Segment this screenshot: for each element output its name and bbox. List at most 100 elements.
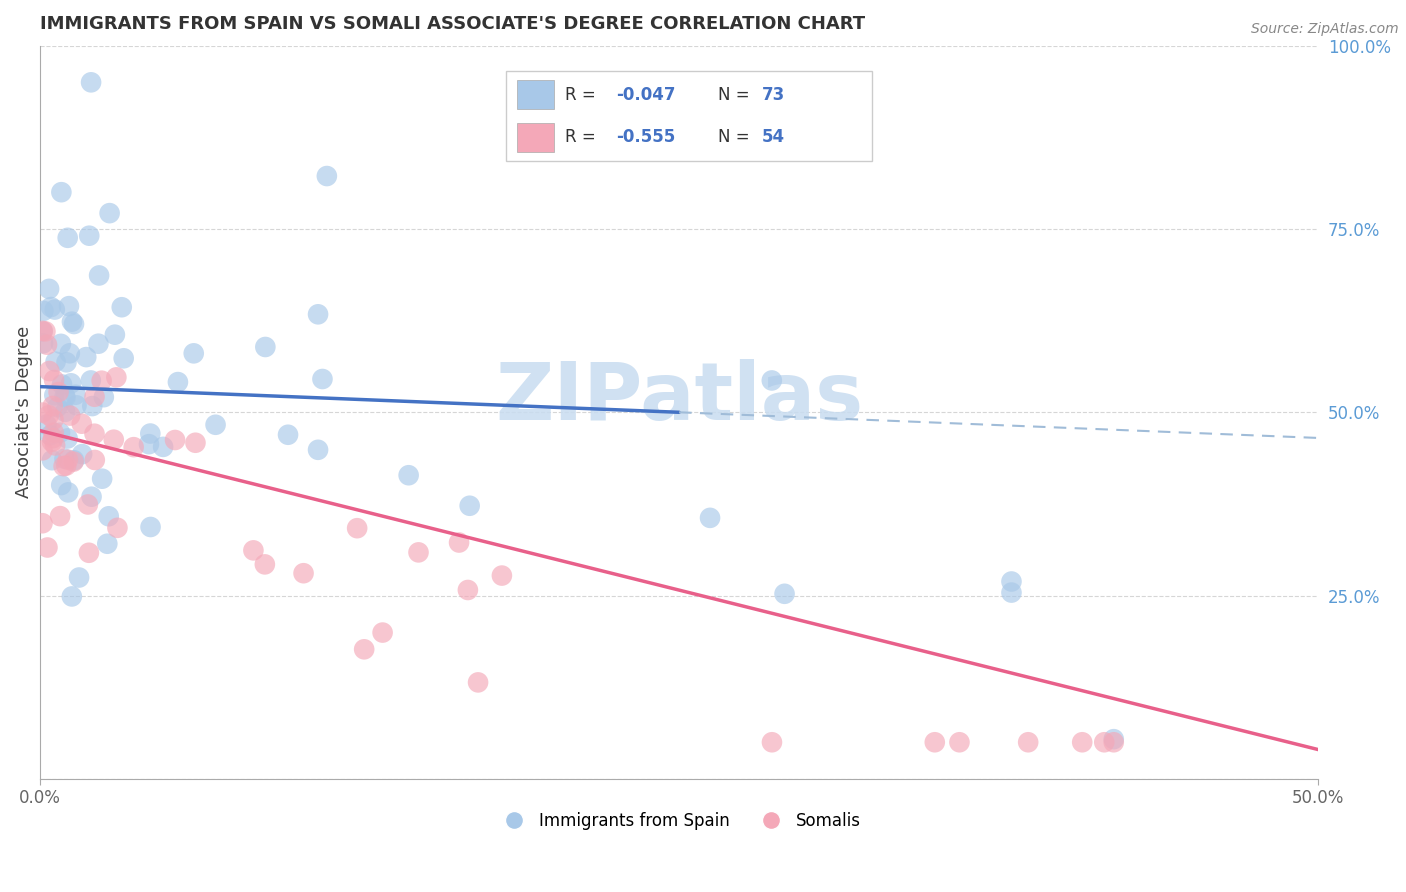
Point [44,302,66,317]
Text: N =: N = [718,86,755,103]
Point [46,401,69,415]
Point [491,568,513,582]
Point [52,459,75,474]
Point [83,426,105,441]
Point [112,351,135,366]
Point [82,399,104,413]
Point [254,340,277,354]
Point [31,406,53,420]
Point [1000,585,1022,599]
Point [924,735,946,749]
Point [60,590,83,604]
Point [80,490,103,504]
Point [1102,735,1125,749]
Point [31,516,53,531]
Bar [517,80,554,109]
Point [103,433,125,447]
Legend: Immigrants from Spain, Somalis: Immigrants from Spain, Somalis [491,805,868,837]
Point [53,389,76,403]
Point [371,625,394,640]
Point [42,373,65,387]
Point [67,570,90,584]
Point [122,440,145,454]
Point [58,485,80,500]
Bar [517,123,554,152]
Point [253,558,276,572]
Point [56,231,79,245]
Point [70,417,93,431]
Point [105,370,128,384]
Point [167,375,190,389]
Point [93,390,115,404]
Point [311,372,333,386]
Point [48,385,70,400]
Point [87,336,110,351]
Point [63,453,86,467]
Point [761,374,783,388]
Point [1071,735,1094,749]
Point [948,735,970,749]
Point [41,453,63,467]
Point [42,431,65,445]
Point [34,325,56,339]
Point [90,374,112,388]
FancyBboxPatch shape [506,71,872,161]
Point [111,300,134,314]
Point [31,324,53,338]
Text: -0.555: -0.555 [616,128,675,146]
Point [183,346,205,360]
Point [56,432,79,446]
Point [458,499,481,513]
Point [447,535,470,549]
Point [32,304,55,318]
Point [80,75,103,89]
Point [1102,732,1125,747]
Point [1000,574,1022,589]
Point [49,336,72,351]
Point [62,455,84,469]
Text: R =: R = [565,128,600,146]
Point [38,409,60,423]
Point [38,364,60,378]
Point [315,169,337,183]
Point [65,388,87,402]
Point [55,390,77,404]
Point [773,587,796,601]
Point [163,433,186,447]
Point [56,452,79,467]
Point [53,405,76,419]
Point [98,206,121,220]
Point [32,336,55,351]
Point [204,417,226,432]
Text: ZIPatlas: ZIPatlas [495,359,863,436]
Point [42,399,65,413]
Text: Source: ZipAtlas.com: Source: ZipAtlas.com [1251,22,1399,37]
Point [307,307,329,321]
Point [60,315,83,329]
Point [31,324,53,338]
Point [699,511,721,525]
Point [59,376,82,391]
Point [70,447,93,461]
Point [353,642,375,657]
Text: N =: N = [718,128,755,146]
Point [51,478,73,492]
Point [37,541,59,555]
Point [87,268,110,283]
Point [152,440,174,454]
Point [277,427,299,442]
Point [77,546,100,560]
Point [58,299,80,313]
Point [75,350,97,364]
Point [408,545,430,559]
Point [83,390,105,404]
Text: 73: 73 [762,86,786,103]
Point [138,437,160,451]
Point [65,398,87,412]
Point [80,374,103,388]
Text: IMMIGRANTS FROM SPAIN VS SOMALI ASSOCIATE'S DEGREE CORRELATION CHART: IMMIGRANTS FROM SPAIN VS SOMALI ASSOCIAT… [39,15,865,33]
Point [107,521,129,535]
Point [59,346,82,360]
Point [292,566,315,581]
Point [45,354,67,368]
